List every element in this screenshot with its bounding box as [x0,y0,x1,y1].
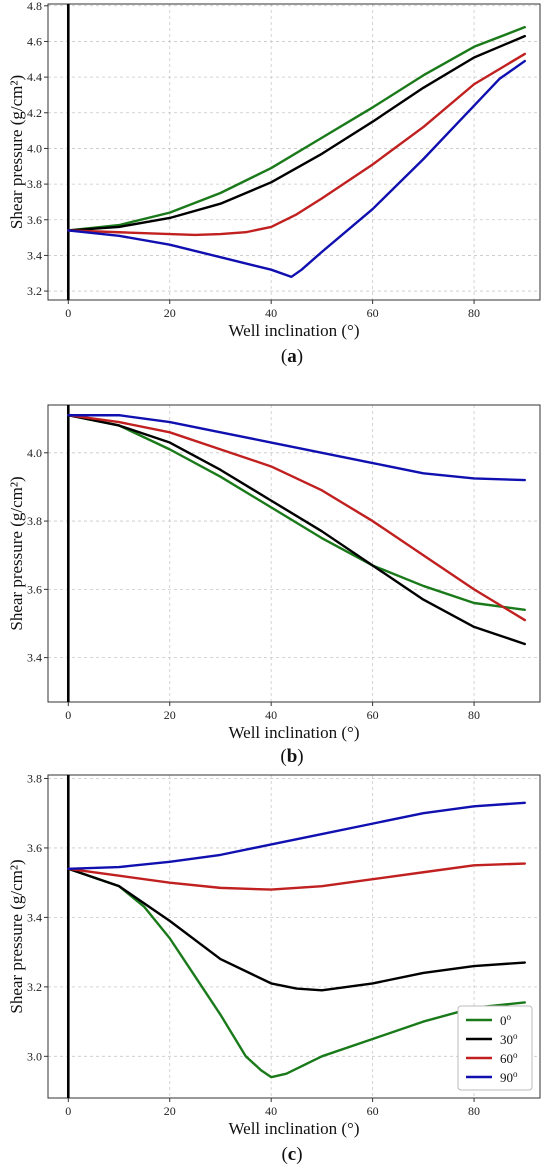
legend-label: 0o [500,1012,512,1028]
series-line-2 [67,862,526,891]
series-line-0 [67,25,526,232]
y-tick-label: 4.2 [27,106,42,120]
legend-label-value: 90 [500,1070,513,1085]
y-tick-label: 3.4 [27,651,42,665]
legend-label-degree: o [513,1031,518,1041]
legend-label-degree: o [507,1012,512,1022]
x-tick-label: 80 [468,708,480,722]
caption-letter: c [288,1144,296,1165]
plot-frame [47,404,541,703]
y-tick-label: 3.6 [27,213,42,227]
panel-caption: (a) [281,346,303,367]
series-line-1 [67,414,526,646]
y-tick-label: 3.6 [27,841,42,855]
y-tick-label: 4.0 [27,141,42,155]
chart-panel-a: 0 20 40 60 80 3.2 3.4 3.6 3.8 4.0 4.2 4.4 4.6 4.8 Well… [7,0,541,367]
legend-label: 90o [500,1069,518,1085]
panel-caption: (c) [281,1144,302,1165]
x-tick-label: 0 [65,306,71,320]
series-line-2 [67,52,526,237]
caption-open-paren: ( [280,746,286,767]
y-tick-label: 3.8 [27,771,42,785]
series-line-1 [67,34,526,232]
legend-label-degree: o [513,1050,518,1060]
series-line-0 [67,414,526,612]
x-tick-label: 40 [265,708,277,722]
y-tick-label: 3.0 [27,1049,42,1063]
y-tick-label: 4.4 [27,70,42,84]
series-line-1 [67,867,526,992]
y-tick-label: 3.4 [27,910,42,924]
plot-frame [47,774,541,1099]
x-tick-label: 20 [164,708,176,722]
y-axis-label: Shear pressure (g/cm²) [7,75,26,229]
legend-label-value: 0 [500,1013,507,1028]
legend-label: 30o [500,1031,518,1047]
caption-close-paren: ) [297,346,303,367]
chart-panel-b: 0 20 40 60 80 3.4 3.6 3.8 4.0 Well inclination (°… [7,404,541,767]
series-line-3 [67,801,526,870]
y-tick-label: 3.4 [27,248,42,262]
x-tick-label: 0 [65,1104,71,1118]
chart-panel-c: 0 20 40 60 80 3.0 3.2 3.4 3.6 3.8 Well inclination… [7,771,541,1165]
y-tick-label: 3.2 [27,980,42,994]
x-tick-label: 40 [265,1104,277,1118]
x-tick-label: 60 [367,1104,379,1118]
y-axis-label: Shear pressure (g/cm²) [7,476,26,630]
series-line-3 [67,414,526,482]
caption-open-paren: ( [281,346,287,367]
y-tick-label: 4.6 [27,34,42,48]
x-tick-label: 80 [468,306,480,320]
legend-label-degree: o [513,1069,518,1079]
legend-box [457,1005,533,1091]
panel-caption: (b) [280,746,303,767]
x-tick-label: 20 [164,306,176,320]
y-tick-label: 4.0 [27,446,42,460]
x-tick-label: 80 [468,1104,480,1118]
series-line-0 [67,867,526,1079]
series-line-3 [67,59,526,279]
caption-letter: a [287,346,297,367]
x-axis-label: Well inclination (°) [228,1119,359,1138]
x-tick-label: 40 [265,306,277,320]
plot-frame [47,3,541,301]
x-axis-label: Well inclination (°) [228,321,359,340]
x-tick-label: 0 [65,708,71,722]
legend-label-value: 60 [500,1051,513,1066]
series-line-2 [67,414,526,622]
x-tick-label: 20 [164,1104,176,1118]
x-tick-label: 60 [367,708,379,722]
legend-label: 60o [500,1050,518,1066]
y-tick-label: 3.2 [27,284,42,298]
legend-label-value: 30 [500,1032,513,1047]
x-tick-label: 60 [367,306,379,320]
caption-close-paren: ) [296,1144,302,1165]
y-tick-label: 3.8 [27,514,42,528]
y-tick-label: 3.6 [27,582,42,596]
caption-open-paren: ( [281,1144,287,1165]
y-tick-label: 3.8 [27,177,42,191]
caption-letter: b [287,746,298,767]
y-tick-label: 4.8 [27,0,42,13]
x-axis-label: Well inclination (°) [228,723,359,742]
y-axis-label: Shear pressure (g/cm²) [7,859,26,1013]
caption-close-paren: ) [297,746,303,767]
